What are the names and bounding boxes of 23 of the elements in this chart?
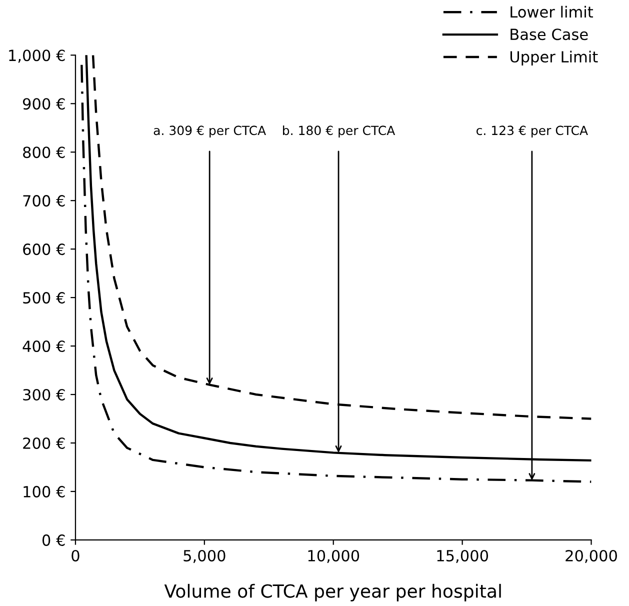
annotation: c. 123 € per CTCA [476,126,588,138]
x-tick-label: 5,000 [184,550,226,564]
x-tick-label: 0 [72,550,80,562]
annotation: b. 180 € per CTCA [283,125,396,138]
y-tick-label: 700 € [23,195,65,207]
y-tick-label: 500 € [23,292,65,304]
legend-label: Base Case [510,28,588,40]
x-tick-label: 10,000 [308,550,360,564]
legend-label: Lower limit [510,6,594,18]
y-tick-label: 100 € [24,486,65,498]
y-tick-label: 800 € [23,146,65,158]
annotation: a. 309 € per CTCA [154,126,266,138]
y-tick-label: 400 € [22,340,65,352]
x-axis-title: Volume of CTCA per year per hospital [164,584,501,602]
x-tick-label: 20,000 [566,550,617,564]
x-tick-label: 15,000 [437,550,488,564]
y-tick-label: 200 € [23,437,65,450]
y-tick-label: 900 € [22,98,65,110]
y-tick-label: 300 € [23,388,65,401]
legend-label: Upper Limit [510,50,598,66]
y-tick-label: 600 € [23,244,65,256]
y-tick-label: 0 € [42,534,65,546]
y-tick-label: 1,000 € [9,50,65,63]
